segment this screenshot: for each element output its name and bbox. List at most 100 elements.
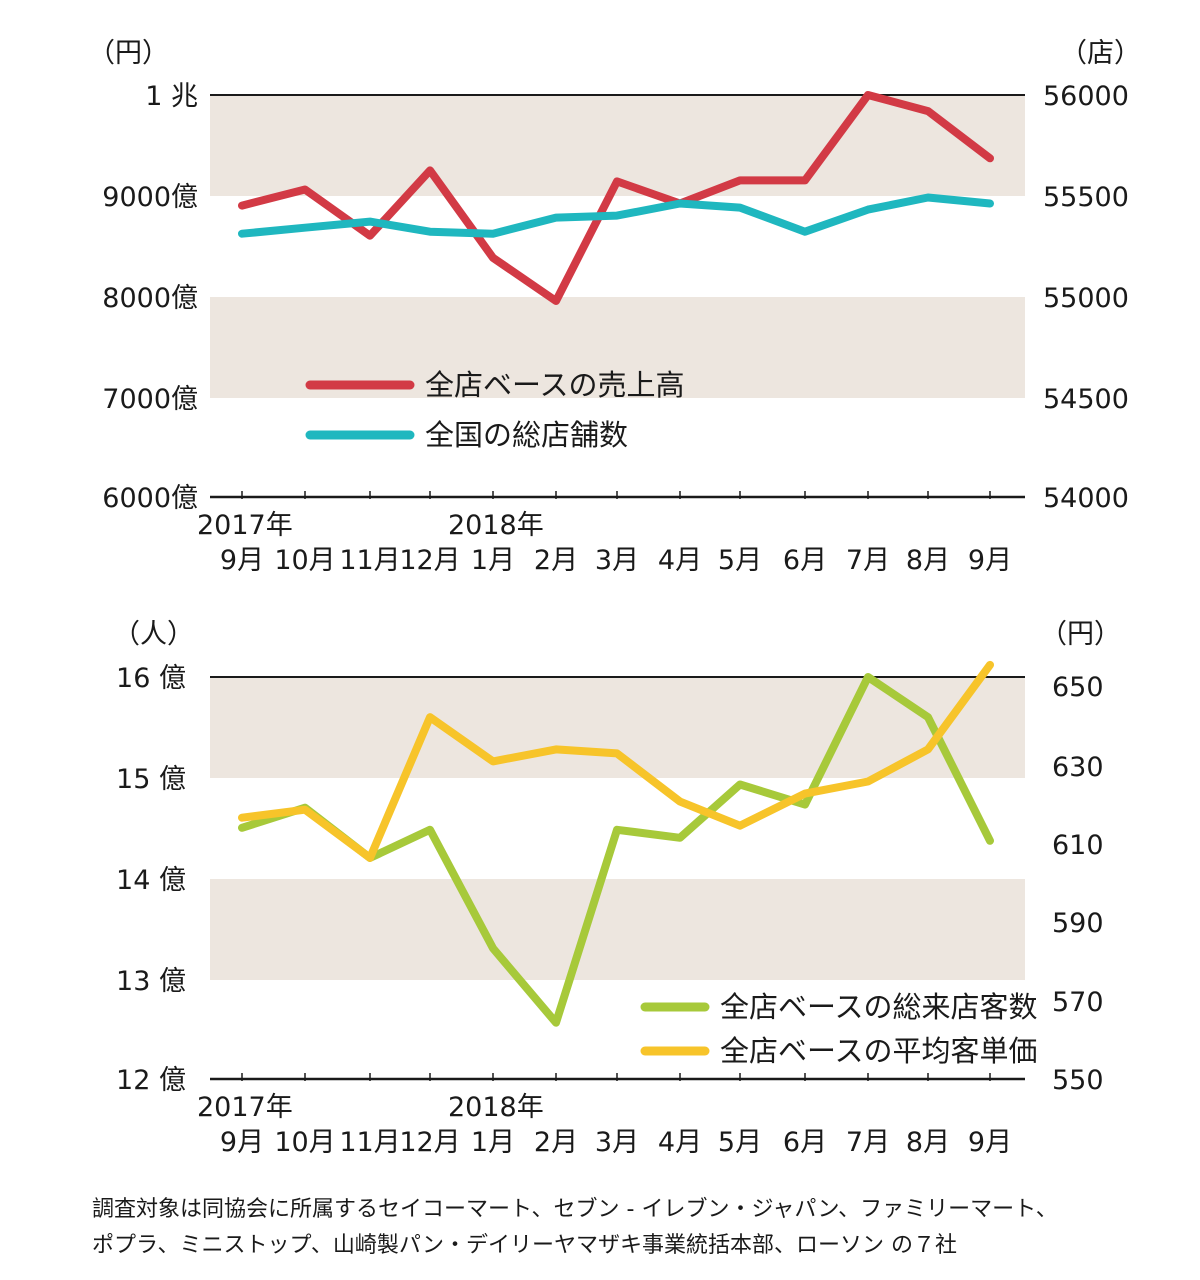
chart2-series-2-point-2: [304, 809, 306, 811]
chart2-right-tick-label-5: 570: [1052, 987, 1104, 1018]
chart1-right-tick-label-3: 55000: [1043, 283, 1129, 314]
chart2-x-tick-label-12: 8月: [906, 1127, 950, 1158]
chart2-x-tick-label-11: 7月: [846, 1127, 890, 1158]
chart2-right-tick-label-4: 590: [1052, 908, 1104, 939]
chart2-left-tick-label-4: 13 億: [116, 966, 186, 997]
chart1-series-1-point-10: [804, 179, 806, 181]
chart1-series-2-point-4: [429, 231, 431, 233]
chart2-series-2-point-12: [927, 748, 929, 750]
chart2-series-2-point-8: [679, 801, 681, 803]
chart1-x-tick-label-9: 5月: [718, 545, 762, 576]
chart1-series-2-point-10: [804, 231, 806, 233]
chart2-x-year-label-2: 2018年: [448, 1092, 544, 1123]
chart1-x-tick-label-6: 2月: [534, 545, 578, 576]
chart2-series-1-point-10: [804, 804, 806, 806]
chart1-x-tick-label-1: 9月: [220, 545, 264, 576]
chart1-x-tick-label-13: 9月: [968, 545, 1012, 576]
chart2-series-1-point-13: [989, 840, 991, 842]
chart1-series-2-point-7: [616, 215, 618, 217]
chart1-series-2-point-9: [739, 207, 741, 209]
chart1-x-tick-label-5: 1月: [471, 545, 515, 576]
chart2-series-1-point-4: [429, 829, 431, 831]
chart2-series-2-point-11: [867, 781, 869, 782]
chart2-x-tick-label-13: 9月: [968, 1127, 1012, 1158]
chart1-series-1-point-12: [927, 110, 929, 112]
chart1-right-tick-label-1: 56000: [1043, 81, 1129, 112]
chart1-series-2-point-3: [369, 221, 371, 223]
chart2-left-tick-label-3: 14 億: [116, 865, 186, 896]
chart1-series-2-point-11: [867, 209, 869, 211]
chart1-series-2-point-6: [555, 217, 557, 219]
chart2-x-tick-label-9: 5月: [718, 1127, 762, 1158]
chart2-x-tick-label-3: 11月: [339, 1127, 400, 1158]
chart2-series-2-point-13: [989, 664, 991, 666]
chart2-series-1-point-12: [927, 716, 929, 718]
chart1-x-tick-label-12: 8月: [906, 545, 950, 576]
chart1-right-tick-label-2: 55500: [1043, 182, 1129, 213]
chart1-right-tick-label-5: 54000: [1043, 483, 1129, 514]
chart1-x-tick-label-10: 6月: [783, 545, 827, 576]
chart1-legend-label-2: 全国の総店舗数: [425, 418, 628, 452]
chart2-x-tick-label-10: 6月: [783, 1127, 827, 1158]
chart2-left-tick-label-5: 12 億: [116, 1065, 186, 1096]
chart1-x-tick-label-3: 11月: [339, 545, 400, 576]
chart1-series-2-point-2: [304, 227, 306, 229]
chart1-series-2-point-13: [989, 203, 991, 204]
chart1-left-tick-label-1: 1 兆: [145, 81, 198, 112]
chart1-right-tick-label-4: 54500: [1043, 384, 1129, 415]
chart1-series-1-point-11: [867, 94, 869, 96]
chart1-series-1-point-6: [555, 300, 557, 302]
chart1-series-2-point-5: [492, 233, 494, 235]
chart2-right-tick-label-3: 610: [1052, 830, 1104, 861]
chart2-x-tick-label-5: 1月: [471, 1127, 515, 1158]
chart2-right-unit-label: （円）: [1040, 619, 1121, 650]
chart1-x-tick-label-2: 10月: [274, 545, 335, 576]
chart2-series-1-point-7: [616, 829, 618, 831]
chart2-x-tick-label-2: 10月: [274, 1127, 335, 1158]
chart2-right-tick-label-1: 650: [1052, 672, 1104, 703]
chart1-series-1-point-4: [429, 169, 431, 171]
chart2-band-2: [210, 879, 1025, 980]
chart2-series-2-point-4: [429, 716, 431, 718]
chart2-series-2-point-3: [369, 857, 371, 859]
chart1-left-unit-label: （円）: [88, 38, 169, 69]
chart1-series-1-point-7: [616, 180, 618, 182]
chart2-series-2-point-1: [241, 817, 243, 819]
chart1-left-tick-label-2: 9000億: [102, 182, 198, 213]
footnote-line-1: 調査対象は同協会に所属するセイコーマート、セブン - イレブン・ジャパン、ファミ…: [92, 1197, 1058, 1222]
chart2-legend-label-2: 全店ベースの平均客単価: [720, 1034, 1038, 1068]
chart2-series-1-point-8: [679, 837, 681, 839]
chart1-series-1-point-3: [369, 235, 371, 237]
chart2-left-tick-label-1: 16 億: [116, 663, 186, 694]
chart1-left-tick-label-4: 7000億: [102, 384, 198, 415]
chart1-series-2-point-8: [679, 203, 681, 204]
chart1-left-tick-label-3: 8000億: [102, 283, 198, 314]
chart2-series-2-point-9: [739, 825, 741, 827]
chart2-left-unit-label: （人）: [113, 619, 194, 650]
chart2-series-1-point-1: [241, 827, 243, 829]
chart2-x-tick-label-8: 4月: [658, 1127, 702, 1158]
chart1-series-1-point-1: [241, 205, 243, 207]
chart2-series-1-point-6: [555, 1022, 557, 1024]
chart1-x-year-label-1: 2017年: [197, 510, 293, 541]
chart1-legend-label-1: 全店ベースの売上高: [425, 368, 685, 402]
chart2-series-2-point-7: [616, 752, 618, 754]
chart2-right-tick-label-2: 630: [1052, 752, 1104, 783]
chart2-series-1-point-5: [492, 947, 494, 949]
chart1-x-tick-label-11: 7月: [846, 545, 890, 576]
chart1-x-year-label-2: 2018年: [448, 510, 544, 541]
chart2-series-2-point-5: [492, 760, 494, 762]
footnote: 調査対象は同協会に所属するセイコーマート、セブン - イレブン・ジャパン、ファミ…: [92, 1192, 1172, 1264]
chart2-x-year-label-1: 2017年: [197, 1092, 293, 1123]
chart1-series-2-point-12: [927, 197, 929, 198]
chart1-left-tick-label-5: 6000億: [102, 483, 198, 514]
chart2-series-2-point-10: [804, 793, 806, 795]
chart1-x-tick-label-8: 4月: [658, 545, 702, 576]
chart2-series-1-point-9: [739, 784, 741, 785]
chart2-series-2-point-6: [555, 748, 557, 750]
chart2-series-1-point-11: [867, 676, 869, 678]
chart1-x-tick-label-7: 3月: [595, 545, 639, 576]
footnote-line-2: ポプラ、ミニストップ、山崎製パン・デイリーヤマザキ事業統括本部、ローソン の７社: [92, 1233, 957, 1258]
